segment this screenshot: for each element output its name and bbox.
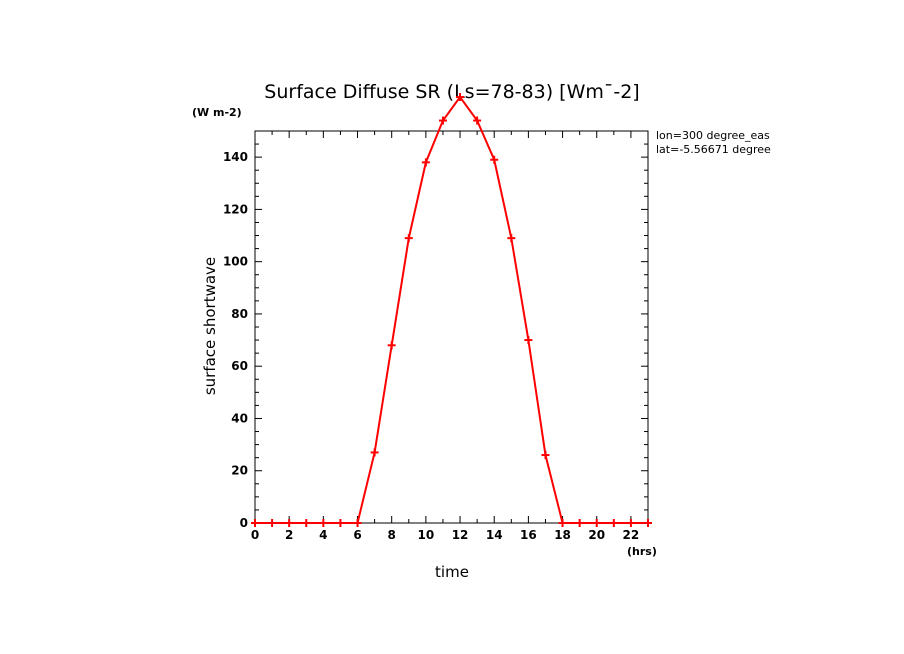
data-point — [268, 519, 277, 527]
data-point — [421, 158, 430, 167]
x-tick-label: 2 — [285, 528, 293, 542]
data-point — [490, 155, 499, 164]
data-point — [473, 116, 482, 125]
data-point — [285, 519, 294, 527]
x-tick-label: 18 — [554, 528, 571, 542]
y-unit-label: (W m-2) — [192, 106, 242, 119]
y-tick-label: 40 — [231, 411, 248, 425]
data-point — [251, 519, 259, 527]
data-point — [387, 341, 396, 350]
data-point — [319, 519, 328, 527]
y-tick-label: 20 — [231, 464, 248, 478]
x-unit-label: (hrs) — [627, 545, 657, 558]
data-point — [592, 519, 601, 527]
data-point — [558, 519, 567, 527]
x-tick-label: 12 — [452, 528, 469, 542]
data-point — [644, 519, 652, 527]
annotation-lat: lat=-5.56671 degree — [656, 143, 771, 156]
x-tick-label: 14 — [486, 528, 503, 542]
data-point — [507, 234, 516, 243]
x-tick-label: 10 — [418, 528, 435, 542]
data-point — [541, 451, 550, 460]
y-tick-label: 100 — [223, 255, 248, 269]
y-tick-label: 120 — [223, 202, 248, 216]
y-tick-label: 140 — [223, 150, 248, 164]
data-point — [524, 336, 533, 345]
data-point — [438, 116, 447, 125]
x-tick-label: 22 — [623, 528, 640, 542]
series-line — [255, 95, 648, 524]
data-point — [336, 519, 345, 527]
data-point — [370, 448, 379, 457]
axes-layer: 0 2 4 6 8 10 12 14 16 18 20 22 0 20 40 60 80 100 120 140 — [223, 130, 649, 542]
x-tick-label: 20 — [588, 528, 605, 542]
data-point — [302, 519, 311, 527]
y-axis-label: surface shortwave — [201, 257, 219, 395]
data-point — [626, 519, 635, 527]
x-tick-label: 0 — [251, 528, 259, 542]
data-point — [404, 234, 413, 243]
y-tick-label: 60 — [231, 359, 248, 373]
x-tick-label: 6 — [353, 528, 361, 542]
x-tick-label: 4 — [319, 528, 327, 542]
plot-frame — [254, 130, 649, 524]
x-tick-label: 16 — [520, 528, 537, 542]
x-axis-label: time — [435, 563, 469, 581]
chart-title: Surface Diffuse SR (Ls=78-83) [Wm¯-2] — [264, 81, 639, 103]
series-layer — [251, 93, 652, 527]
data-point — [353, 519, 362, 527]
x-tick-label: 8 — [388, 528, 396, 542]
y-tick-label: 80 — [231, 307, 248, 321]
data-point — [575, 519, 584, 527]
data-point — [456, 93, 465, 102]
data-point — [609, 519, 618, 527]
y-tick-label: 0 — [240, 516, 248, 530]
annotation-lon: lon=300 degree_eas — [656, 129, 770, 142]
